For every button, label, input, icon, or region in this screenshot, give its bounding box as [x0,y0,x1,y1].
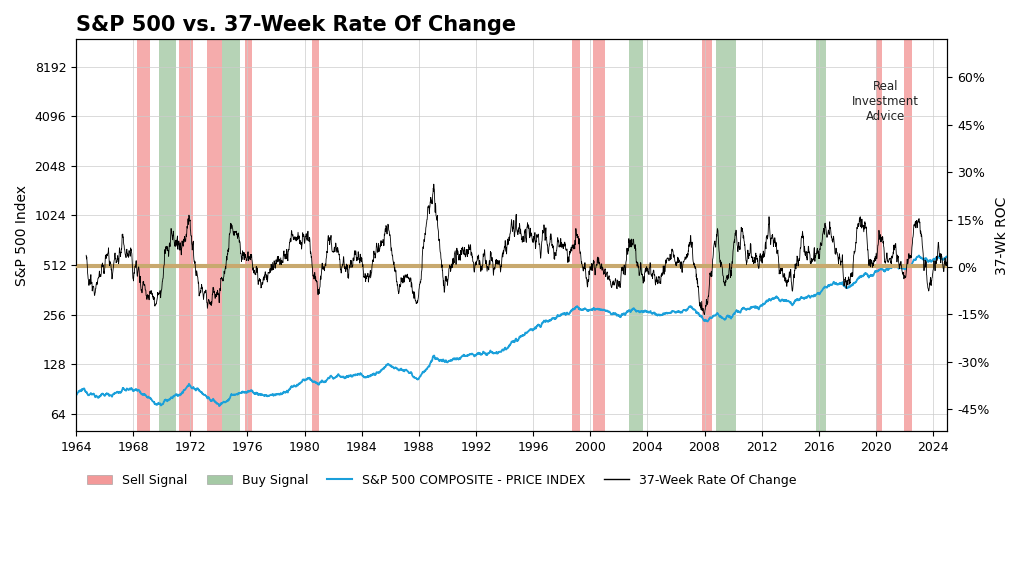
Y-axis label: S&P 500 Index: S&P 500 Index [15,185,29,286]
Legend: Sell Signal, Buy Signal, S&P 500 COMPOSITE - PRICE INDEX, 37-Week Rate Of Change: Sell Signal, Buy Signal, S&P 500 COMPOSI… [83,469,802,492]
Bar [311,40,318,432]
Y-axis label: 37-Wk ROC: 37-Wk ROC [995,196,1009,275]
Bar [701,40,712,432]
Bar [137,40,151,432]
Text: S&P 500 vs. 37-Week Rate Of Change: S&P 500 vs. 37-Week Rate Of Change [76,15,516,35]
Bar [876,40,882,432]
Bar [208,40,222,432]
Bar [222,40,241,432]
Bar [816,40,826,432]
Bar [245,40,252,432]
Bar [716,40,736,432]
Bar [629,40,643,432]
Bar [571,40,581,432]
Bar [159,40,176,432]
Bar [179,40,194,432]
Bar [593,40,604,432]
Bar [904,40,911,432]
Text: Real
Investment
Advice: Real Investment Advice [852,80,920,123]
